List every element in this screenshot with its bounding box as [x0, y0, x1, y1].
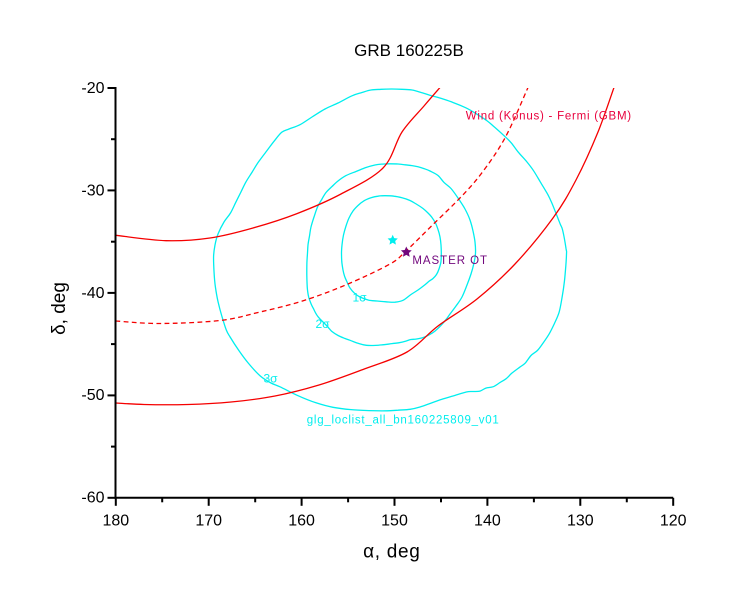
- svg-text:-40: -40: [81, 285, 104, 302]
- svg-text:-60: -60: [81, 490, 104, 507]
- svg-text:MASTER OT: MASTER OT: [412, 255, 488, 267]
- svg-text:δ, deg: δ, deg: [49, 282, 70, 335]
- svg-text:-20: -20: [81, 80, 104, 97]
- svg-text:-30: -30: [81, 182, 104, 199]
- svg-text:170: 170: [195, 513, 222, 530]
- svg-text:-50: -50: [81, 387, 104, 404]
- svg-text:GRB 160225B: GRB 160225B: [354, 41, 464, 60]
- svg-text:180: 180: [102, 513, 129, 530]
- svg-text:1σ: 1σ: [353, 290, 368, 304]
- svg-text:130: 130: [567, 513, 594, 530]
- svg-text:Wind (Konus) - Fermi (GBM): Wind (Konus) - Fermi (GBM): [466, 111, 632, 123]
- svg-text:glg_loclist_all_bn160225809_v0: glg_loclist_all_bn160225809_v01: [307, 415, 500, 427]
- svg-text:160: 160: [288, 513, 315, 530]
- svg-text:3σ: 3σ: [264, 372, 279, 386]
- svg-text:140: 140: [474, 513, 501, 530]
- svg-text:120: 120: [660, 513, 687, 530]
- svg-text:2σ: 2σ: [316, 317, 331, 331]
- svg-text:150: 150: [381, 513, 408, 530]
- svg-text:α, deg: α, deg: [363, 542, 420, 563]
